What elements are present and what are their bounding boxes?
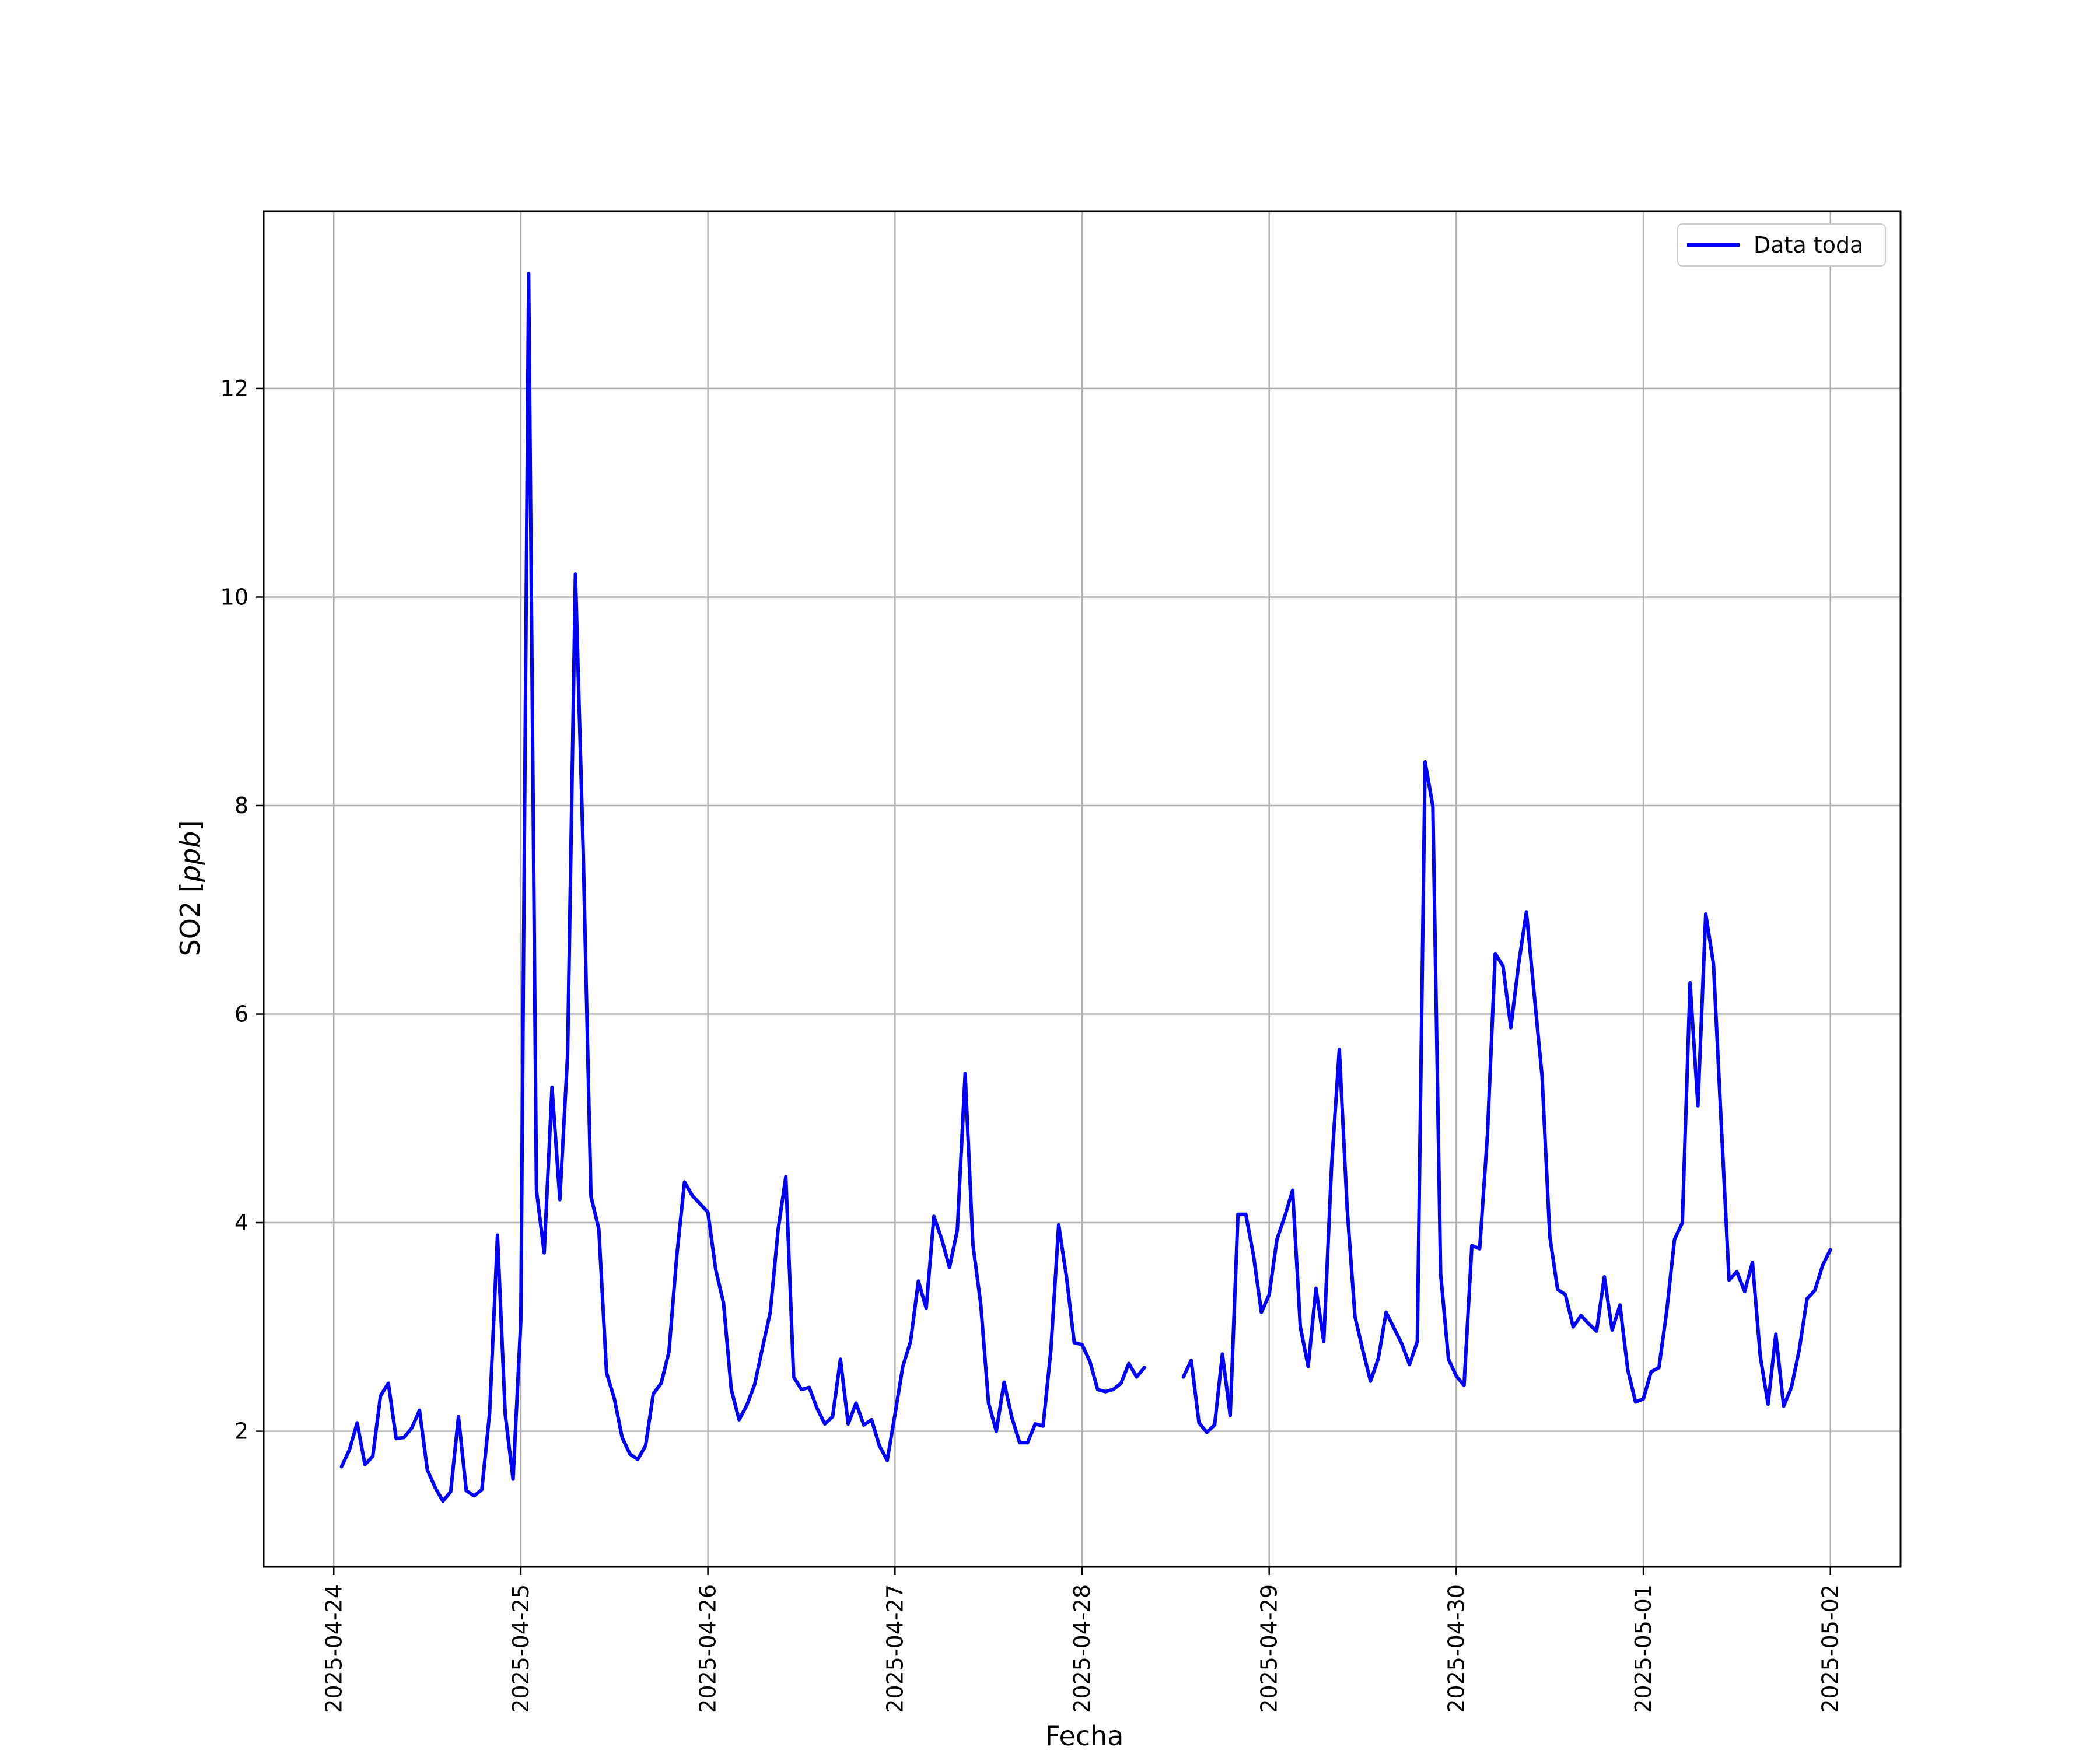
x-tick-label: 2025-05-01 bbox=[1630, 1584, 1656, 1713]
y-tick-label: 10 bbox=[220, 584, 249, 610]
x-tick-label: 2025-04-30 bbox=[1443, 1584, 1469, 1713]
series-layer bbox=[340, 272, 1832, 1503]
x-tick-label: 2025-04-28 bbox=[1069, 1584, 1095, 1713]
legend: Data toda bbox=[1677, 223, 1886, 267]
x-axis-label: Fecha bbox=[1045, 1720, 1124, 1750]
y-tick-label: 4 bbox=[235, 1210, 249, 1236]
x-tick-label: 2025-04-26 bbox=[695, 1584, 721, 1713]
y-axis-label-suffix: ] bbox=[174, 821, 206, 831]
y-axis-label-unit: ppb bbox=[174, 831, 206, 883]
legend-label: Data toda bbox=[1754, 232, 1863, 258]
legend-box bbox=[1677, 223, 1886, 267]
x-axis-ticks: 2025-04-24 2025-04-25 2025-04-26 2025-04-27… bbox=[321, 1567, 1843, 1713]
y-tick-label: 6 bbox=[235, 1002, 249, 1027]
x-tick-label: 2025-04-29 bbox=[1256, 1584, 1282, 1713]
x-tick-label: 2025-04-27 bbox=[882, 1584, 908, 1713]
x-tick-label: 2025-04-25 bbox=[508, 1584, 534, 1713]
y-tick-label: 12 bbox=[220, 376, 249, 401]
x-tick-label: 2025-05-02 bbox=[1818, 1584, 1843, 1713]
y-tick-label: 8 bbox=[235, 793, 249, 818]
series-line-segment bbox=[1181, 760, 1832, 1434]
series-line-segment bbox=[340, 272, 1146, 1503]
y-axis-label: SO2 [ppb] bbox=[174, 821, 206, 957]
x-tick-label: 2025-04-24 bbox=[321, 1584, 346, 1713]
y-axis-label-prefix: SO2 [ bbox=[174, 882, 206, 956]
y-axis-ticks: 2 4 6 8 10 12 bbox=[220, 376, 264, 1444]
y-tick-label: 2 bbox=[235, 1419, 249, 1444]
grid-lines bbox=[264, 211, 1901, 1567]
